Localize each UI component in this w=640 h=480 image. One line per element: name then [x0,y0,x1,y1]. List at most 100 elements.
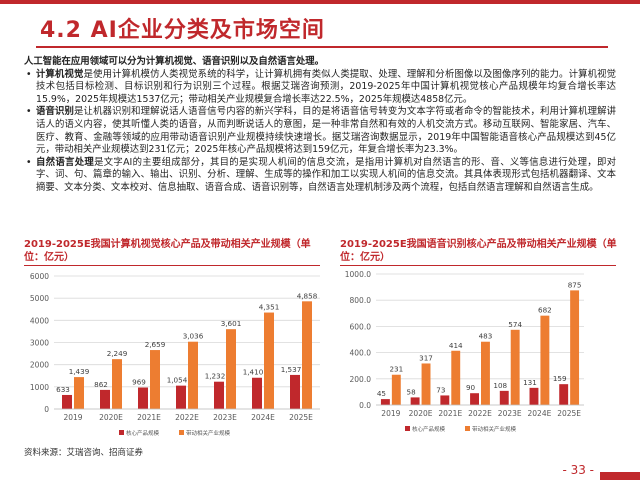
bar-core [252,377,262,409]
y-tick-label: 800.0 [350,296,372,305]
legend-swatch [119,430,124,435]
bar-core [559,384,569,405]
bullet-text: 是让机器识别和理解说话人语音信号内容的新兴学科，目的是将语音信号转变为文本字符或… [36,106,616,156]
x-tick-label: 2024E [528,409,552,418]
data-label: 4,858 [297,291,318,300]
bar-related [421,363,431,405]
x-tick-label: 2020E [99,413,123,422]
data-label: 1,054 [167,376,188,385]
y-tick-label: 200.0 [350,375,372,384]
legend-label: 核心产品规模 [412,425,446,433]
chart-title-rule-cv [24,265,320,266]
legend-swatch [179,430,184,435]
bar-core [62,394,72,409]
bar-related [74,377,84,409]
bullet-keyword: 语音识别 [36,106,75,118]
data-label: 3,601 [221,319,242,328]
x-tick-label: 2019 [381,409,400,418]
data-label: 875 [568,280,582,289]
bar-related [264,312,274,409]
chart-title-rule-asr [340,265,616,266]
y-tick-label: 0.0 [359,401,371,410]
data-label: 131 [523,378,537,387]
y-tick-label: 1000.0 [345,270,371,279]
y-tick-label: 2000 [30,361,49,370]
data-label: 2,249 [107,349,128,358]
x-tick-label: 2023E [213,413,237,422]
data-label: 574 [508,320,522,329]
bar-related [540,315,550,405]
data-label: 633 [56,385,70,394]
bullet-keyword: 自然语言处理 [36,156,95,168]
legend-swatch [405,426,410,431]
x-tick-label: 2021E [438,409,462,418]
data-label: 1,537 [281,365,302,374]
bar-core [410,397,420,405]
bullet-text: 是文字AI的主要组成部分，其目的是实现人机间的信息交流，是指用计算机对自然语言的… [36,156,616,193]
data-label: 682 [538,306,552,315]
page-title: 4.2 AI企业分类及市场空间 [40,18,325,43]
bar-core [290,374,300,409]
data-label: 862 [94,380,108,389]
data-label: 159 [553,374,567,383]
bar-core [214,381,224,409]
x-tick-label: 2025E [289,413,313,422]
asr-bar-chart: 0.0 200.0 400.0 600.0 800.0 1000.0 45 231 2019 58… [345,270,584,433]
y-tick-label: 6000 [30,272,49,281]
data-label: 4,351 [259,303,280,312]
body-text: 人工智能在应用领域可以分为计算机视觉、语音识别以及自然语言处理。 计算机视觉是使… [24,56,616,195]
title-underline [36,46,608,48]
chart-title-asr: 2019-2025E我国语音识别核心产品及带动相关产业规模（单位：亿元） [340,239,617,263]
data-label: 90 [466,383,476,392]
chart-title-cv: 2019-2025E我国计算机视觉核心产品及带动相关产业规模（单位：亿元） [24,239,311,263]
data-label: 969 [132,378,146,387]
bar-core [440,395,450,405]
legend-label: 核心产品规模 [126,429,160,437]
y-tick-label: 0 [44,405,49,414]
corner-accent [600,472,640,480]
legend-label: 带动相关产业规模 [186,429,231,437]
x-tick-label: 2025E [557,409,581,418]
bar-related [481,341,490,405]
data-label: 317 [419,353,433,362]
data-label: 231 [389,365,403,374]
bar-related [150,350,160,409]
bar-related [451,350,461,405]
x-tick-label: 2022E [468,409,492,418]
y-tick-label: 1000 [30,383,49,392]
bar-related [188,341,198,409]
y-tick-label: 5000 [30,294,49,303]
bar-core [100,389,110,409]
bar-related [391,374,401,405]
lead-sentence: 人工智能在应用领域可以分为计算机视觉、语音识别以及自然语言处理。 [24,56,325,67]
page-number: - 33 - [562,463,594,477]
bar-related [510,329,520,405]
data-label: 1,410 [243,368,264,377]
bar-related [226,329,236,409]
bar-core [499,390,509,405]
bar-related [112,359,122,409]
legend-swatch [465,426,470,431]
data-label: 1,232 [205,372,226,381]
data-label: 73 [436,385,445,394]
y-tick-label: 3000 [30,339,49,348]
x-tick-label: 2022E [175,413,199,422]
x-tick-label: 2020E [409,409,433,418]
x-tick-label: 2019 [63,413,82,422]
data-label: 414 [449,341,463,350]
x-tick-label: 2024E [251,413,275,422]
bullet-list: 计算机视觉是使用计算机模仿人类视觉系统的科学，让计算机拥有类似人类提取、处理、理… [24,69,616,195]
bar-core [176,385,186,409]
data-label: 483 [479,332,493,341]
bullet-nlp: 自然语言处理是文字AI的主要组成部分，其目的是实现人机间的信息交流，是指用计算机… [24,157,616,195]
data-label: 108 [493,381,507,390]
legend-label: 带动相关产业规模 [472,425,517,433]
bullet-text: 是使用计算机模仿人类视觉系统的科学，让计算机拥有类似人类提取、处理、理解和分析图… [36,68,616,105]
y-tick-label: 4000 [30,316,49,325]
cv-bar-chart: 0 1000 2000 3000 4000 5000 6000 633 1,439 2019 862… [30,272,320,437]
y-tick-label: 400.0 [350,349,372,358]
y-tick-label: 600.0 [350,322,372,331]
data-label: 1,439 [69,367,90,376]
bullet-speech-recognition: 语音识别是让机器识别和理解说话人语音信号内容的新兴学科，目的是将语音信号转变为文… [24,106,616,156]
bar-related [570,290,580,405]
